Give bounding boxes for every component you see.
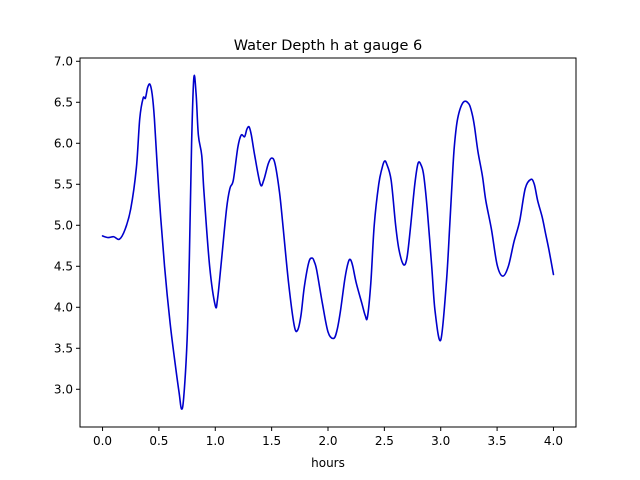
- x-tick-label: 2.0: [318, 434, 337, 448]
- x-tick-label: 1.5: [262, 434, 281, 448]
- y-tick-label: 4.5: [54, 259, 73, 273]
- x-tick-label: 0.5: [149, 434, 168, 448]
- y-tick-label: 6.0: [54, 136, 73, 150]
- x-tick-label: 2.5: [375, 434, 394, 448]
- y-tick-label: 3.5: [54, 341, 73, 355]
- y-tick-label: 5.0: [54, 218, 73, 232]
- y-tick-label: 5.5: [54, 177, 73, 191]
- x-tick-label: 3.5: [488, 434, 507, 448]
- x-tick-label: 4.0: [544, 434, 563, 448]
- axis-ticks: 0.0 0.5 1.0 1.5 2.0 2.5 3.0 3.5 4.0 3.0 3.5 4.0 4.5 5…: [54, 54, 563, 448]
- x-tick-label: 0.0: [93, 434, 112, 448]
- x-tick-label: 1.0: [206, 434, 225, 448]
- plot-lines: [101, 74, 555, 410]
- y-tick-label: 7.0: [54, 54, 73, 68]
- series-line: [101, 74, 555, 410]
- x-tick-label: 3.0: [431, 434, 450, 448]
- x-axis-label: hours: [311, 456, 345, 470]
- plot-frame: [79, 57, 577, 428]
- chart-title: Water Depth h at gauge 6: [234, 38, 422, 54]
- y-tick-label: 6.5: [54, 95, 73, 109]
- y-tick-label: 4.0: [54, 300, 73, 314]
- y-tick-label: 3.0: [54, 382, 73, 396]
